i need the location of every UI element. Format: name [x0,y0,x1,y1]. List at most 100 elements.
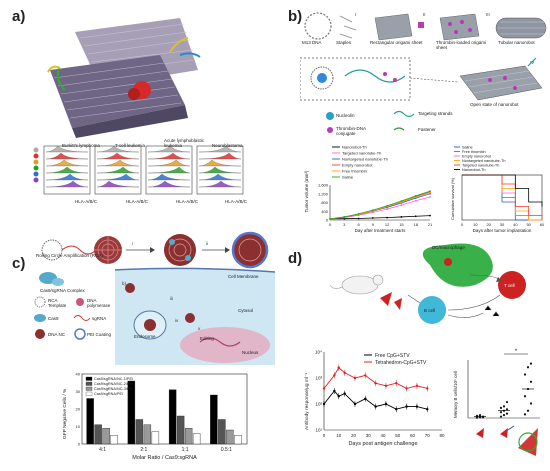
c-xtick: 0.5:1 [221,447,232,453]
b1-ytick: 800 [321,200,328,205]
d1-ytick: 10³ [315,376,322,381]
flow-histogram-4-4 [198,166,242,174]
panel-c-label: c) [12,255,26,272]
b1-xtick: 15 [399,222,404,227]
b2-legend-label: Nanorobot-Th [462,168,485,172]
nanorobot-assembly-scheme: I II III IV [300,12,547,101]
b1-point [386,216,389,219]
d1-point [384,384,388,387]
d1-xtick: 10 [336,433,342,438]
c-legend-label: Cas9/sgRNA/PEI [94,392,123,396]
d1-point [415,384,419,387]
b1-point [386,208,389,210]
d1-point [337,366,340,369]
d2-point [499,415,503,418]
b1-ytick: 1,200 [318,191,329,196]
d1-xtick: 80 [439,433,445,438]
d1-point [343,371,346,374]
d1-xtick: 40 [380,433,386,438]
d1-point [353,402,357,406]
c-bar [151,431,160,445]
d2-group-icon [518,428,538,456]
flow-box-4 [196,145,244,195]
b1-point [429,190,431,193]
nucleolin-icon [326,112,334,120]
d1-point [415,405,419,408]
b1-xtick: 3 [343,222,346,227]
d1-point [333,389,336,393]
legend-dna-polymerase: DNA polymerase [87,298,111,308]
c-ytick: 20 [76,407,81,412]
d1-xtick: 20 [351,433,357,438]
flow-histogram-1-5 [45,173,89,181]
b2-legend-label: Nontargeted nanotube-Th [462,159,506,163]
d1-xtick: 70 [425,433,431,438]
c-ytick: 30 [76,389,81,394]
c-frame [81,373,248,445]
flow-title-4: Neuroblastoma [212,143,243,148]
c-bar [184,428,193,445]
step-staples: Staples [336,40,352,45]
d1-point [322,387,326,390]
step-thrombin-sheet: Thrombin-loaded origami sheet [436,40,487,50]
flow-histogram-2-4 [96,166,140,174]
b1-series-line [329,190,431,220]
c-bar [168,389,177,445]
step-rect-sheet: Rectangular origami sheet [370,40,423,45]
c-bar [176,415,185,445]
c-roman-i: i [132,241,133,246]
d1-ytick: 10¹ [315,428,322,433]
flow-histogram-2-1 [96,145,140,153]
d1-point [395,408,398,411]
flow-axis-1: HLA-A/B/C [75,199,98,204]
flow-histogram-1-2 [45,152,89,160]
cell-t-label: T cell [504,283,515,288]
b1-point [386,204,389,207]
crispr-delivery-scheme: i ii b) iii iv v [34,231,275,365]
step-roman-2: II [423,12,426,17]
b1-ytick: 1,600 [318,183,329,188]
d2-point [529,362,533,365]
legend-thrombin: Thrombin-DNA conjugate [336,126,366,136]
flow-histogram-3-5 [147,173,191,181]
c-bar [110,435,118,445]
d1-point [364,397,367,400]
flow-histogram-2-5 [96,173,140,181]
targeting-strand-icon [393,110,415,118]
d1-point [364,374,367,377]
c-ylabel: GFP Negative Cells / % [62,388,68,439]
c-legend-swatch [85,386,93,391]
d2-point [526,366,530,369]
d1-point [337,395,340,398]
d1-ytick: 10⁴ [315,350,322,355]
c-roman-v: v [198,326,201,331]
b2-xtick: 10 [473,222,478,227]
d2-point [505,408,509,411]
c-roman-iii: iii [170,296,173,301]
c-ytick: 40 [76,372,81,377]
b2-xtick: 20 [486,222,491,227]
d2-point [502,414,506,417]
b2-xtick: 50 [526,222,531,227]
flow-title-2: T-cell leukemia [115,143,146,148]
d1-series-line [323,366,428,389]
marker-legend-column [33,147,39,183]
d2-group-icon [518,432,538,452]
complex-label: Cas9/sgRNA Complex [40,288,85,293]
d1-point [333,374,336,377]
legend-cas9: Cas9 [48,316,59,321]
d2-point [499,411,503,414]
flow-title-3: Acute lymphoblastic leukemia [164,138,205,148]
c-bar [94,424,102,445]
d1-point [395,382,398,385]
flow-histogram-1-6 [45,180,89,188]
c-bar [234,435,242,445]
flow-histogram-4-1 [198,145,242,153]
b1-point [343,216,346,218]
d2-significance-mark: * [515,349,518,355]
flow-histogram-2-2 [96,152,140,160]
d2-point [529,402,533,405]
step-roman-3: III [486,12,490,17]
c-ytick: 10 [76,424,81,429]
b1-point [429,196,431,198]
